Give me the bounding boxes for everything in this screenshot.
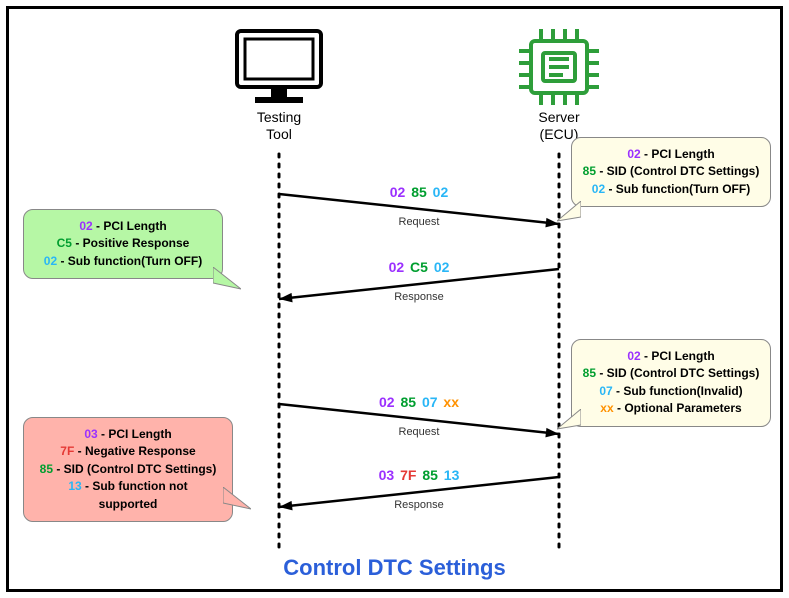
diagram-frame: TestingTool Server(ECU) 02 - PCI Length8… — [6, 6, 783, 592]
callout-response-2: 03 - PCI Length7F - Negative Response85 … — [23, 417, 233, 522]
msg-4-bytes: 03 7F 85 13 — [359, 467, 479, 483]
callout-tail-4 — [223, 487, 251, 513]
callout-tail-3 — [557, 409, 581, 433]
msg-1-caption: Request — [369, 216, 469, 228]
msg-4-caption: Response — [369, 499, 469, 511]
msg-3-bytes: 02 85 07 xx — [359, 394, 479, 410]
msg-2-bytes: 02 C5 02 — [369, 259, 469, 275]
callout-request-2: 02 - PCI Length85 - SID (Control DTC Set… — [571, 339, 771, 427]
callout-request-1: 02 - PCI Length85 - SID (Control DTC Set… — [571, 137, 771, 207]
callout-response-1: 02 - PCI LengthC5 - Positive Response02 … — [23, 209, 223, 279]
msg-2-caption: Response — [369, 291, 469, 303]
msg-1-bytes: 02 85 02 — [369, 184, 469, 200]
msg-3-caption: Request — [369, 426, 469, 438]
page-title: Control DTC Settings — [9, 555, 780, 581]
callout-tail-1 — [557, 201, 581, 225]
callout-tail-2 — [213, 267, 241, 293]
